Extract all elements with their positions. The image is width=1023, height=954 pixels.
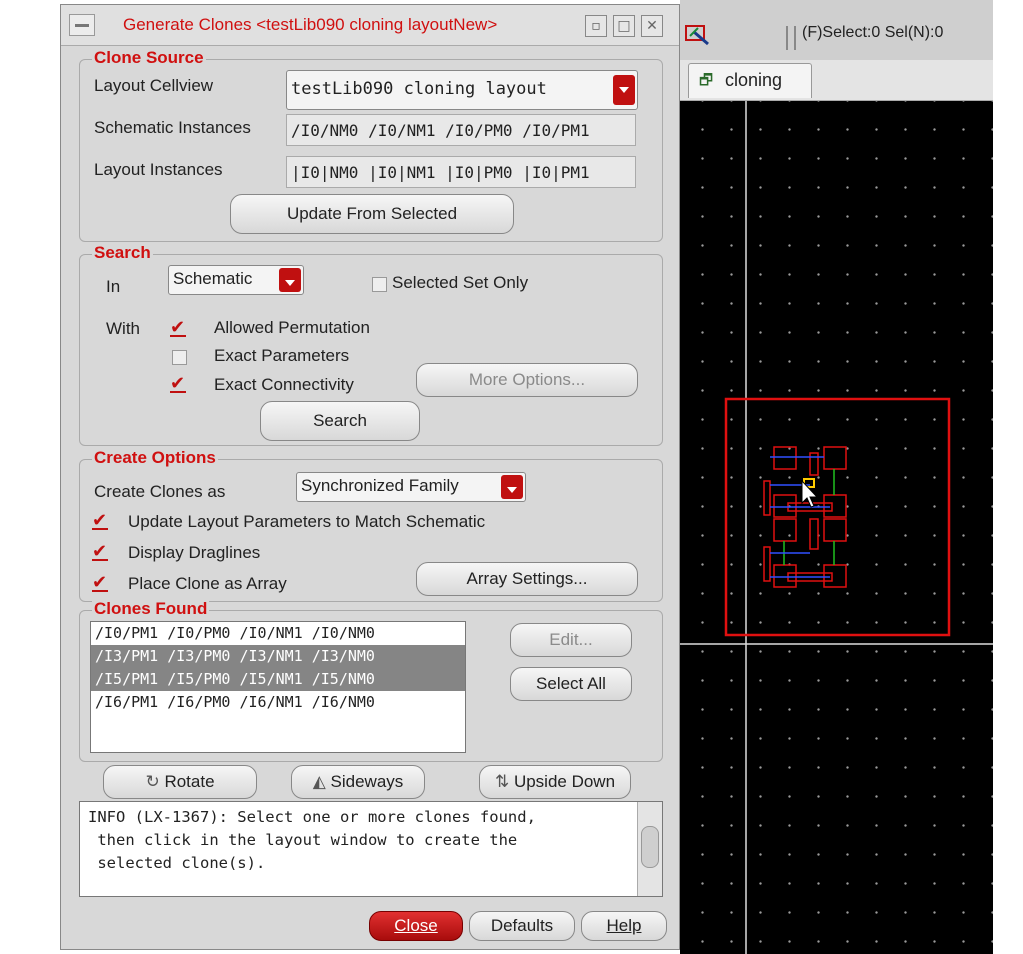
search-title: Search: [92, 243, 153, 263]
mouse-cursor-icon: [801, 479, 819, 508]
display-draglines-label: Display Draglines: [128, 543, 261, 562]
update-params-checkbox[interactable]: [92, 510, 108, 531]
layout-cellview-label: Layout Cellview: [94, 76, 214, 95]
update-from-selected-button[interactable]: Update From Selected: [230, 194, 514, 234]
selected-set-only-label: Selected Set Only: [392, 273, 529, 292]
layout-view-icon: 🗗: [699, 72, 714, 89]
clone-source-group: Clone Source Layout Cellview testLib090 …: [79, 48, 663, 242]
info-line: then click in the layout window to creat…: [88, 831, 518, 849]
exact-connectivity-label: Exact Connectivity: [214, 375, 354, 394]
minimize-button[interactable]: ▫: [585, 15, 607, 37]
create-options-group: Create Options Create Clones as Synchron…: [79, 448, 663, 602]
place-as-array-checkbox[interactable]: [92, 572, 108, 593]
create-clones-as-value: Synchronized Family: [301, 476, 459, 495]
help-button-label: Help: [606, 916, 642, 935]
search-in-label: In: [106, 277, 121, 296]
upside-down-icon: ⇅: [494, 772, 510, 791]
rotate-label: Rotate: [164, 772, 215, 791]
place-as-array-label: Place Clone as Array: [128, 574, 287, 593]
exact-connectivity-checkbox[interactable]: [170, 373, 186, 394]
display-draglines-checkbox[interactable]: [92, 541, 108, 562]
more-options-button[interactable]: More Options...: [416, 363, 638, 397]
array-settings-button[interactable]: Array Settings...: [416, 562, 638, 596]
layout-cellview-select[interactable]: testLib090 cloning layout: [286, 70, 638, 110]
selection-status: (F)Select:0 Sel(N):0: [802, 24, 944, 41]
allowed-permutation-checkbox[interactable]: [170, 317, 186, 338]
list-item[interactable]: /I6/PM1 /I6/PM0 /I6/NM1 /I6/NM0: [95, 693, 375, 711]
maximize-button[interactable]: □: [613, 15, 635, 37]
close-button-label: Close: [394, 916, 438, 935]
search-button[interactable]: Search: [260, 401, 420, 441]
layout-drawing: [680, 101, 993, 954]
close-window-button[interactable]: ✕: [641, 15, 663, 37]
allowed-permutation-label: Allowed Permutation: [214, 318, 370, 337]
chevron-down-icon: [613, 75, 635, 105]
list-item[interactable]: /I0/PM1 /I0/PM0 /I0/NM1 /I0/NM0: [95, 624, 375, 642]
edit-button[interactable]: Edit...: [510, 623, 632, 657]
layout-tab-bar: 🗗 cloning: [680, 60, 993, 101]
sideways-label: Sideways: [330, 772, 404, 791]
update-params-label: Update Layout Parameters to Match Schema…: [128, 512, 486, 531]
upside-down-label: Upside Down: [513, 772, 616, 791]
info-line: selected clone(s).: [88, 854, 266, 872]
sideways-icon: ◭: [312, 772, 326, 791]
layout-toolbar: (F)Select:0 Sel(N):0: [680, 0, 993, 61]
upside-down-button[interactable]: ⇅ Upside Down: [479, 765, 631, 799]
help-button[interactable]: Help: [581, 911, 667, 941]
info-line: INFO (LX-1367): Select one or more clone…: [88, 808, 536, 826]
toolbar-separator: [786, 26, 796, 50]
title-bar[interactable]: Generate Clones <testLib090 cloning layo…: [61, 5, 679, 46]
dialog-title: Generate Clones <testLib090 cloning layo…: [123, 15, 498, 34]
window-menu-button[interactable]: [69, 14, 95, 36]
layout-window: (F)Select:0 Sel(N):0 🗗 cloning: [680, 0, 993, 954]
sideways-button[interactable]: ◭ Sideways: [291, 765, 425, 799]
selected-set-only-checkbox[interactable]: [372, 277, 387, 292]
generate-clones-dialog: Generate Clones <testLib090 cloning layo…: [60, 4, 680, 950]
exact-parameters-checkbox[interactable]: [172, 350, 187, 365]
select-tool-icon[interactable]: [684, 22, 712, 48]
list-item-selected[interactable]: /I3/PM1 /I3/PM0 /I3/NM1 /I3/NM0: [91, 645, 465, 668]
search-in-select[interactable]: Schematic: [168, 265, 304, 295]
search-group: Search In Schematic Selected Set Only Wi…: [79, 243, 663, 446]
create-clones-as-select[interactable]: Synchronized Family: [296, 472, 526, 502]
exact-parameters-label: Exact Parameters: [214, 346, 350, 365]
create-options-title: Create Options: [92, 448, 218, 468]
clone-boundary: [724, 397, 951, 637]
chevron-down-icon: [501, 475, 523, 499]
clones-found-list[interactable]: /I0/PM1 /I0/PM0 /I0/NM1 /I0/NM0 /I3/PM1 …: [90, 621, 466, 753]
rotate-icon: ↻: [145, 772, 160, 791]
search-in-value: Schematic: [173, 269, 253, 288]
tab-cloning-label: cloning: [725, 70, 783, 90]
clones-found-group: Clones Found /I0/PM1 /I0/PM0 /I0/NM1 /I0…: [79, 599, 663, 762]
select-all-button[interactable]: Select All: [510, 667, 632, 701]
layout-cellview-value: testLib090 cloning layout: [291, 79, 547, 99]
info-scrollbar[interactable]: [637, 802, 662, 896]
schematic-instances-field[interactable]: /I0/NM0 /I0/NM1 /I0/PM0 /I0/PM1: [286, 114, 636, 146]
clone-source-title: Clone Source: [92, 48, 206, 68]
schematic-instances-label: Schematic Instances: [94, 118, 251, 137]
tab-cloning[interactable]: 🗗 cloning: [688, 63, 812, 98]
clones-found-title: Clones Found: [92, 599, 210, 619]
rotate-button[interactable]: ↻ Rotate: [103, 765, 257, 799]
info-message-box: INFO (LX-1367): Select one or more clone…: [79, 801, 663, 897]
layout-instances-label: Layout Instances: [94, 160, 223, 179]
chevron-down-icon: [279, 268, 301, 292]
defaults-button[interactable]: Defaults: [469, 911, 575, 941]
clone-instance-cells: [763, 446, 847, 588]
search-with-label: With: [106, 319, 140, 338]
layout-canvas[interactable]: [680, 101, 993, 954]
close-button[interactable]: Close: [369, 911, 463, 941]
scrollbar-thumb[interactable]: [641, 826, 659, 868]
layout-instances-field[interactable]: |I0|NM0 |I0|NM1 |I0|PM0 |I0|PM1: [286, 156, 636, 188]
create-clones-as-label: Create Clones as: [94, 482, 226, 501]
list-item-selected[interactable]: /I5/PM1 /I5/PM0 /I5/NM1 /I5/NM0: [91, 668, 465, 691]
